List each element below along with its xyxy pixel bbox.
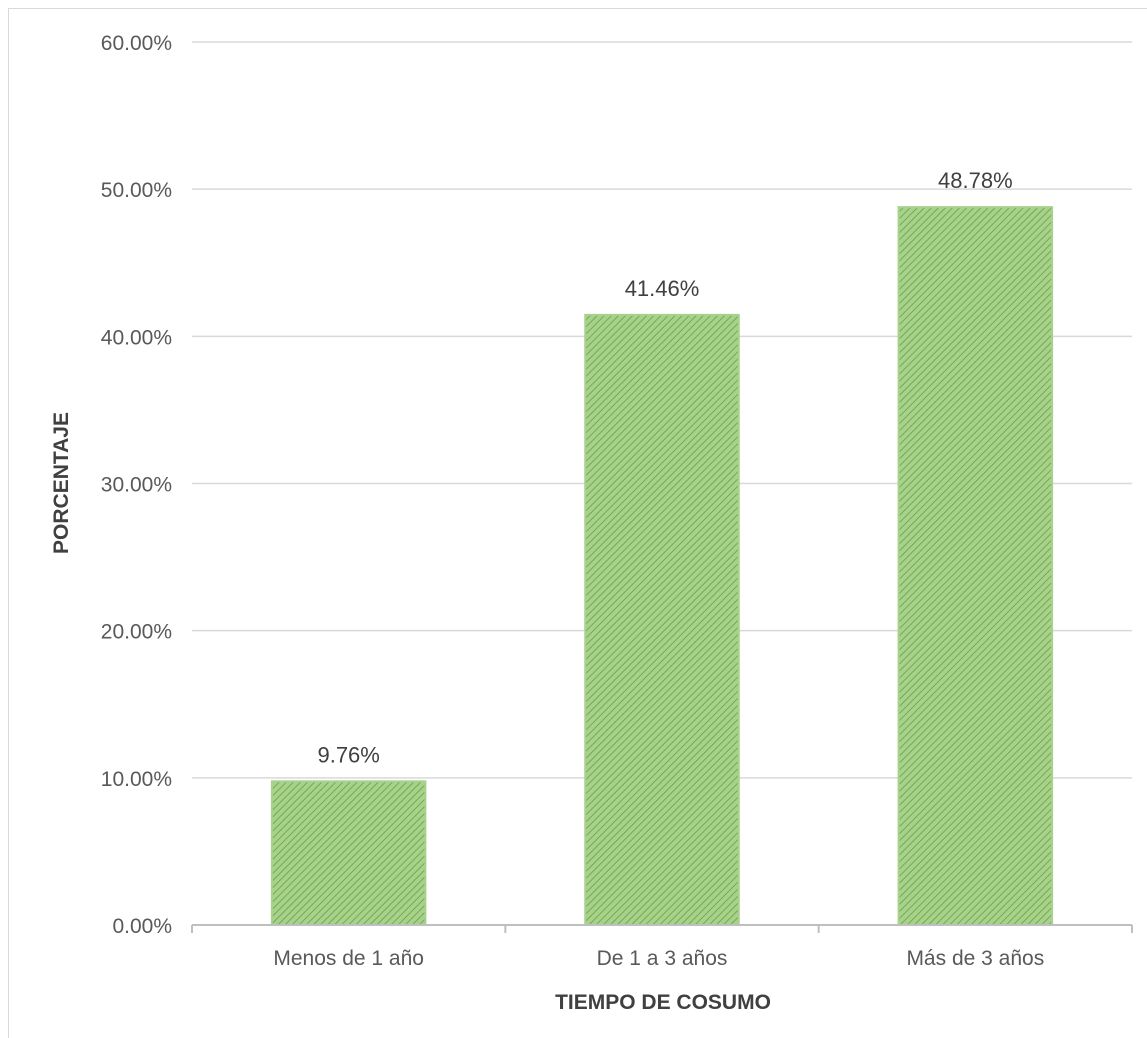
chart-frame (8, 8, 1147, 1038)
labels: 0.00% 10.00% 20.00% 30.00% 40.00% 50.00% 60.00… (101, 32, 1044, 970)
y-tick-label: 10.00% (101, 768, 172, 791)
data-label: 9.76% (317, 742, 379, 767)
data-label: 41.46% (625, 276, 700, 301)
y-tick-label: 50.00% (101, 179, 172, 202)
data-label: 48.78% (938, 168, 1013, 193)
y-axis-title: PORCENTAJE (50, 412, 73, 554)
x-tick-label: De 1 a 3 años (597, 947, 728, 970)
y-tick-label: 0.00% (112, 915, 172, 938)
y-tick-label: 60.00% (101, 32, 172, 55)
bar (897, 206, 1054, 927)
x-tick-label: Menos de 1 año (273, 947, 424, 970)
y-tick-label: 40.00% (101, 326, 172, 349)
bar (584, 313, 740, 926)
bar (270, 780, 427, 927)
x-axis-title: TIEMPO DE COSUMO (555, 991, 771, 1014)
bars (270, 206, 1054, 927)
y-tick-label: 30.00% (101, 474, 172, 497)
y-tick-label: 20.00% (101, 621, 172, 644)
axes (191, 924, 1133, 933)
x-tick-label: Más de 3 años (906, 947, 1044, 970)
